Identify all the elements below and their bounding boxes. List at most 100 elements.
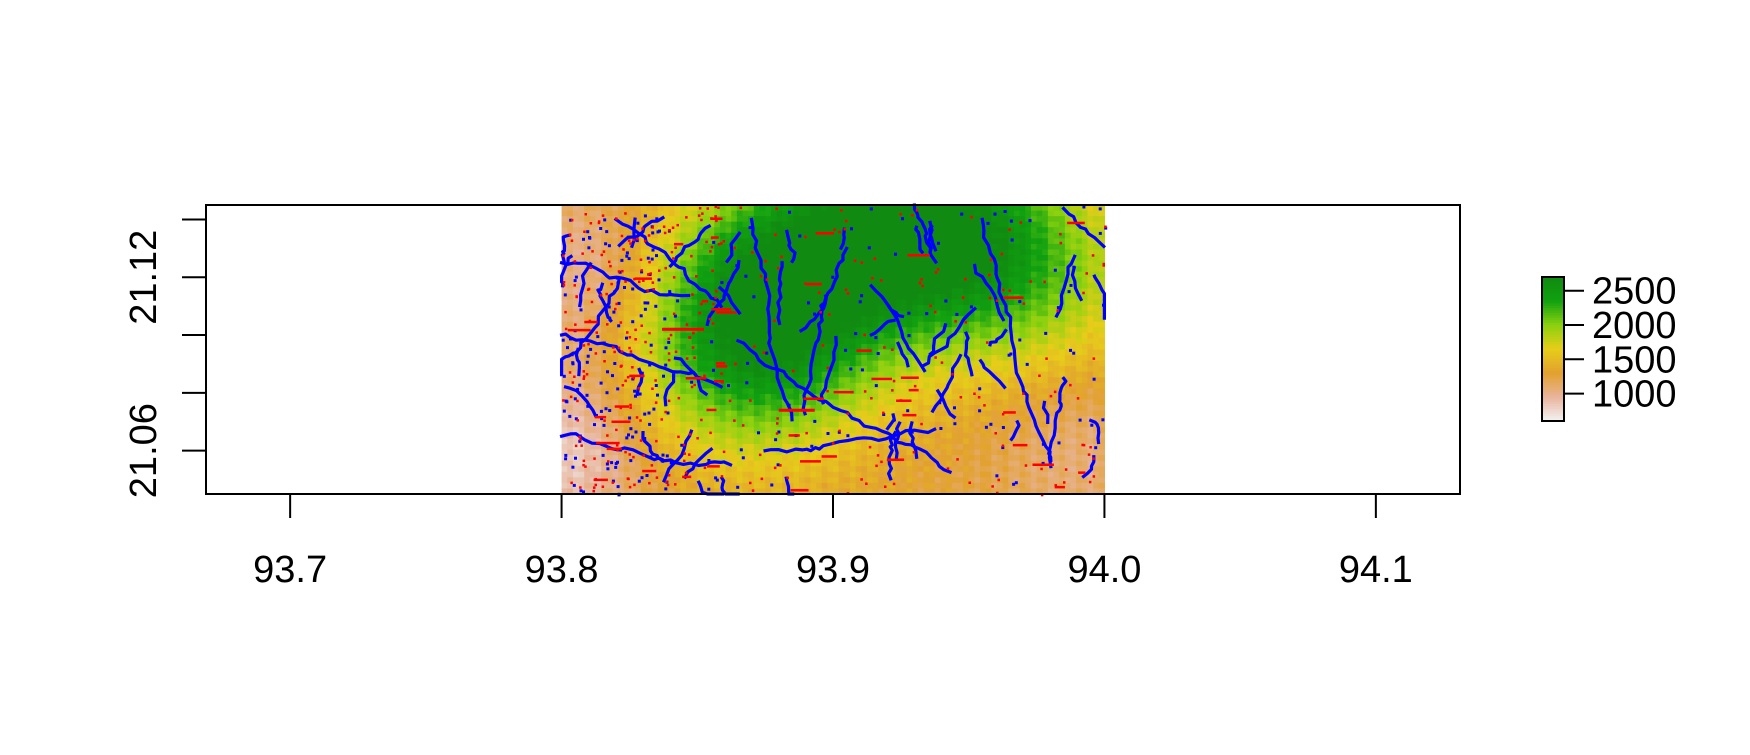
raster-cell xyxy=(1087,349,1094,356)
raster-cell xyxy=(635,243,642,251)
raster-cell xyxy=(912,477,919,484)
raster-cell xyxy=(601,432,608,440)
raster-cell xyxy=(1093,238,1100,245)
raster-cell xyxy=(770,310,778,317)
raster-cell xyxy=(578,477,585,484)
raster-cell xyxy=(601,355,608,362)
raster-cell xyxy=(708,482,715,490)
raster-cell xyxy=(685,305,693,312)
raster-cell xyxy=(595,438,602,445)
raster-cell xyxy=(748,288,755,295)
raster-cell xyxy=(912,332,919,339)
raster-cell xyxy=(923,327,930,334)
raster-cell xyxy=(629,271,636,278)
raster-cell xyxy=(838,293,845,301)
raster-cell xyxy=(1025,221,1032,228)
raster-cell xyxy=(912,388,919,395)
raster-cell xyxy=(640,455,647,462)
raster-cell xyxy=(742,221,749,228)
raster-cell xyxy=(787,305,795,312)
raster-cell xyxy=(782,405,789,412)
raster-cell xyxy=(748,382,755,390)
raster-cell xyxy=(1064,410,1072,417)
raster-cell xyxy=(827,388,834,395)
raster-cell xyxy=(578,482,585,490)
raster-cell xyxy=(674,232,681,239)
raster-cell xyxy=(1087,432,1094,440)
raster-cell xyxy=(702,221,710,228)
raster-cell xyxy=(1013,232,1021,239)
raster-cell xyxy=(1002,488,1009,495)
raster-cell xyxy=(669,266,676,273)
raster-cell xyxy=(799,460,806,467)
raster-cell xyxy=(900,482,908,490)
raster-cell xyxy=(793,277,800,284)
raster-cell xyxy=(1030,288,1038,295)
raster-cell xyxy=(629,260,636,267)
raster-cell xyxy=(708,449,715,456)
raster-cell xyxy=(923,416,930,423)
raster-cell xyxy=(1008,471,1015,478)
raster-cell xyxy=(1030,349,1038,356)
raster-cell xyxy=(736,399,744,406)
raster-cell xyxy=(917,382,925,390)
raster-cell xyxy=(646,349,653,356)
raster-cell xyxy=(606,260,614,267)
raster-cell xyxy=(742,366,749,373)
raster-cell xyxy=(861,416,868,423)
raster-cell xyxy=(635,260,642,267)
raster-cell xyxy=(849,377,857,384)
raster-cell xyxy=(584,393,591,401)
raster-cell xyxy=(680,260,687,267)
raster-cell xyxy=(685,427,693,434)
raster-cell xyxy=(1002,477,1009,484)
raster-cell xyxy=(974,393,981,401)
raster-cell xyxy=(725,438,732,445)
raster-cell xyxy=(685,377,693,384)
raster-cell xyxy=(595,232,602,239)
raster-cell xyxy=(669,316,676,323)
raster-cell xyxy=(974,405,981,412)
raster-cell xyxy=(940,477,947,484)
raster-cell xyxy=(759,460,766,467)
raster-cell xyxy=(612,299,619,306)
raster-cell xyxy=(827,282,834,289)
raster-cell xyxy=(1064,305,1072,312)
raster-cell xyxy=(793,282,800,289)
raster-cell xyxy=(618,277,625,284)
raster-cell xyxy=(1070,382,1077,390)
raster-cell xyxy=(883,393,891,401)
raster-cell xyxy=(782,338,789,345)
raster-cell xyxy=(612,255,619,262)
raster-cell xyxy=(934,427,942,434)
raster-cell xyxy=(736,416,744,423)
raster-cell xyxy=(578,277,585,284)
raster-cell xyxy=(946,293,953,301)
raster-cell xyxy=(669,305,676,312)
raster-cell xyxy=(652,310,659,317)
raster-cell xyxy=(612,421,619,428)
raster-cell xyxy=(1036,455,1043,462)
raster-cell xyxy=(1053,288,1060,295)
raster-cell xyxy=(1019,327,1026,334)
raster-cell xyxy=(963,316,970,323)
raster-cell xyxy=(572,266,580,273)
raster-cell xyxy=(799,482,806,490)
raster-cell xyxy=(980,288,987,295)
raster-cell xyxy=(725,310,732,317)
raster-cell xyxy=(1036,338,1043,345)
raster-cell xyxy=(1042,449,1049,456)
raster-cell xyxy=(878,405,885,412)
raster-cell xyxy=(714,488,721,495)
raster-cell xyxy=(719,310,727,317)
raster-cell xyxy=(1030,260,1038,267)
raster-cell xyxy=(923,355,930,362)
raster-cell xyxy=(804,305,811,312)
raster-cell xyxy=(748,393,755,401)
raster-cell xyxy=(1081,416,1089,423)
raster-cell xyxy=(1076,471,1083,478)
raster-cell xyxy=(974,360,981,367)
raster-cell xyxy=(1098,432,1106,440)
raster-cell xyxy=(849,482,857,490)
raster-cell xyxy=(1030,377,1038,384)
